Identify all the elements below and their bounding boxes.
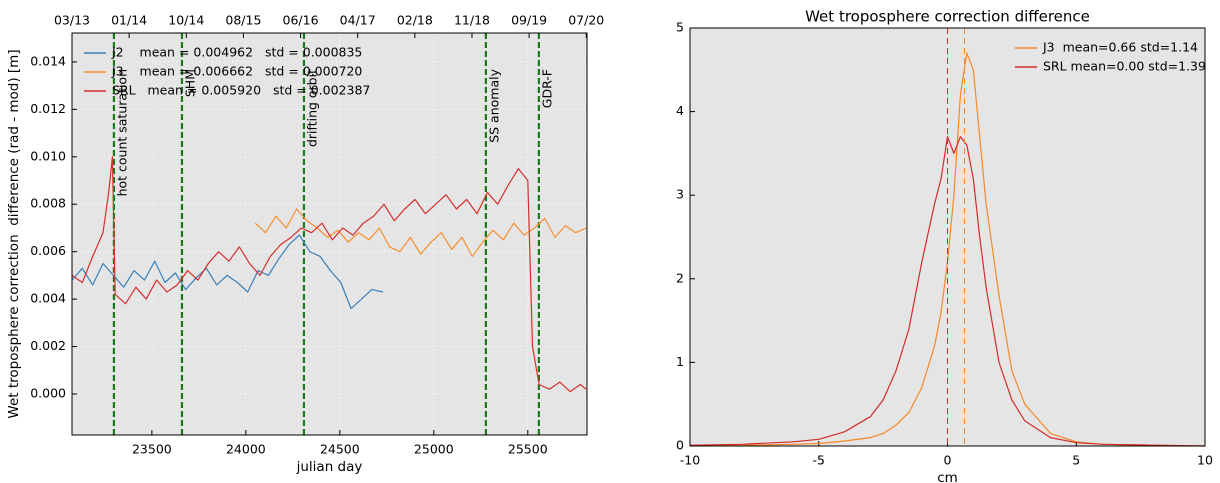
x2-tick-label: 01/14 <box>111 13 147 28</box>
y-tick-label: 0.000 <box>30 385 66 400</box>
plot-frame <box>71 32 588 436</box>
plot-area <box>690 28 1205 446</box>
x2-tick-label: 02/18 <box>397 13 433 28</box>
x2-tick-label: 08/15 <box>225 13 261 28</box>
event-label: GDR-F <box>539 69 554 108</box>
y-tick-label: 5 <box>676 20 684 35</box>
legend-label: J3 mean=0.66 std=1.14 <box>1042 40 1198 55</box>
y-tick-label: 2 <box>676 270 684 285</box>
event-label: hot count saturation <box>114 69 129 196</box>
y-tick-label: 0.004 <box>30 291 66 306</box>
x-tick-label: 5 <box>1072 453 1080 468</box>
x-tick-label: 24500 <box>320 442 360 457</box>
series-line <box>689 52 1206 447</box>
event-label: drifting orbit <box>304 69 319 147</box>
x-tick-label: 10 <box>1197 453 1213 468</box>
x-tick-label: -10 <box>680 453 700 468</box>
y-tick-label: 0.006 <box>30 243 66 258</box>
event-label: SS anomaly <box>486 68 501 142</box>
x-tick-label: 0 <box>944 453 952 468</box>
x2-tick-label: 10/14 <box>168 13 204 28</box>
plot-frame <box>689 27 1206 447</box>
x-tick-label: 25000 <box>414 442 454 457</box>
y-tick-label: 0.008 <box>30 196 66 211</box>
x2-tick-label: 06/16 <box>283 13 319 28</box>
legend-label: J3 mean = 0.006662 std = 0.000720 <box>111 64 362 79</box>
series-line <box>689 136 1206 447</box>
x-axis-label: cm <box>937 470 958 483</box>
x-axis-label: julian day <box>296 459 363 475</box>
legend-label: SRL mean=0.00 std=1.39 <box>1043 59 1206 74</box>
series-line <box>254 208 587 257</box>
y-tick-label: 3 <box>676 187 684 202</box>
legend-label: J2 mean = 0.004962 std = 0.000835 <box>111 45 362 60</box>
y-tick-label: 0 <box>676 438 684 453</box>
y-tick-label: 1 <box>676 354 684 369</box>
series-line <box>71 156 587 393</box>
series-line <box>71 234 384 310</box>
x2-tick-label: 04/17 <box>340 13 376 28</box>
x2-tick-label: 07/20 <box>568 13 604 28</box>
x-tick-label: -5 <box>813 453 825 468</box>
x-tick-label: 23500 <box>132 442 172 457</box>
x2-tick-label: 11/18 <box>454 13 490 28</box>
event-label: SHM <box>182 69 197 97</box>
legend-label: SRL mean = 0.005920 std = 0.002387 <box>112 83 370 98</box>
y-tick-label: 4 <box>676 103 684 118</box>
y-tick-label: 0.014 <box>30 53 66 68</box>
chart-title: Wet troposphere correction difference <box>805 8 1090 26</box>
plot-area <box>72 33 587 435</box>
x2-tick-label: 09/19 <box>511 13 547 28</box>
y-tick-label: 0.010 <box>30 148 66 163</box>
y-tick-label: 0.012 <box>30 101 66 116</box>
x2-tick-label: 03/13 <box>54 13 90 28</box>
y-axis-label: Wet troposphere correction difference (r… <box>6 49 22 418</box>
y-tick-label: 0.002 <box>30 338 66 353</box>
x-tick-label: 25500 <box>508 442 548 457</box>
x-tick-label: 24000 <box>226 442 266 457</box>
